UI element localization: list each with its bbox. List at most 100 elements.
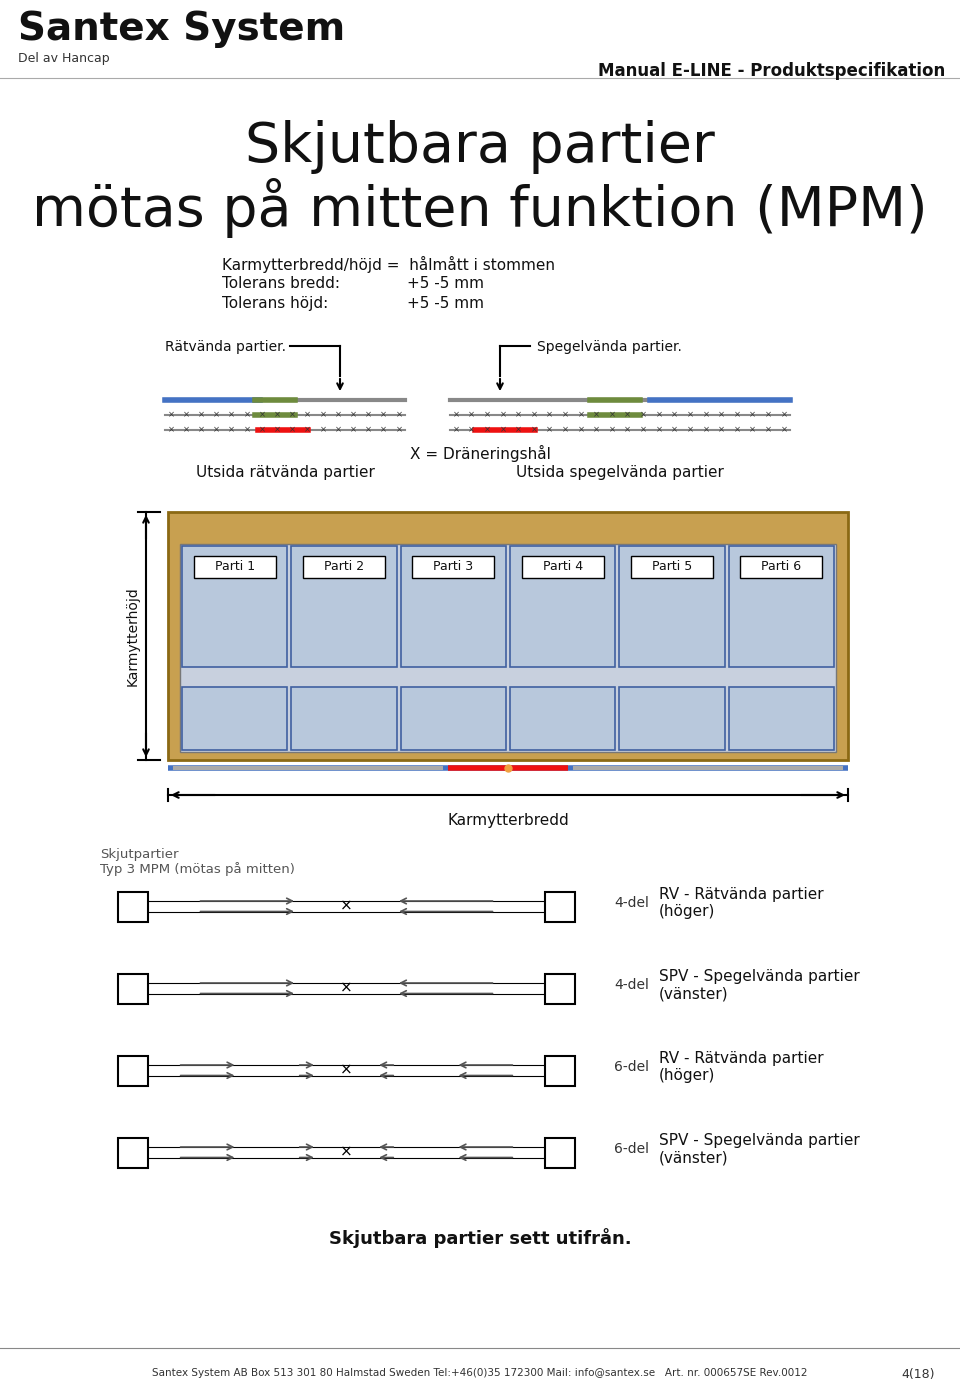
Text: ×: × bbox=[780, 425, 787, 435]
Bar bbox=[400, 687, 506, 750]
Text: Santex System AB Box 513 301 80 Halmstad Sweden Tel:+46(0)35 172300 Mail: info@s: Santex System AB Box 513 301 80 Halmstad… bbox=[153, 1368, 807, 1379]
Text: 4-del: 4-del bbox=[614, 896, 649, 910]
Text: ×: × bbox=[609, 425, 615, 435]
Text: Tolerans bredd:: Tolerans bredd: bbox=[222, 276, 340, 291]
Bar bbox=[740, 556, 823, 579]
Text: ×: × bbox=[167, 425, 175, 435]
Text: ×: × bbox=[733, 410, 741, 420]
Text: 6-del: 6-del bbox=[614, 1142, 649, 1156]
Bar bbox=[545, 892, 575, 921]
Text: Parti 4: Parti 4 bbox=[542, 560, 583, 573]
Text: ×: × bbox=[749, 410, 756, 420]
Text: ×: × bbox=[531, 410, 538, 420]
Text: ×: × bbox=[320, 410, 326, 420]
Text: ×: × bbox=[733, 425, 741, 435]
Text: ×: × bbox=[562, 425, 569, 435]
Text: ×: × bbox=[640, 425, 647, 435]
Text: Karmytterhöjd: Karmytterhöjd bbox=[126, 585, 140, 686]
Text: Typ 3 MPM (mötas på mitten): Typ 3 MPM (mötas på mitten) bbox=[100, 861, 295, 875]
Text: ×: × bbox=[365, 425, 372, 435]
Text: ×: × bbox=[452, 425, 460, 435]
Text: ×: × bbox=[289, 410, 296, 420]
Text: 4-del: 4-del bbox=[614, 979, 649, 993]
Text: Utsida rätvända partier: Utsida rätvända partier bbox=[196, 466, 374, 480]
Text: ×: × bbox=[624, 425, 632, 435]
Bar bbox=[291, 546, 396, 666]
Text: ×: × bbox=[396, 425, 402, 435]
Text: 4(18): 4(18) bbox=[901, 1368, 935, 1381]
Bar bbox=[619, 687, 725, 750]
Text: ×: × bbox=[546, 410, 553, 420]
Text: +5 -5 mm: +5 -5 mm bbox=[407, 296, 484, 311]
Bar bbox=[510, 546, 615, 666]
Text: ×: × bbox=[228, 425, 235, 435]
Text: ×: × bbox=[340, 899, 353, 914]
Text: ×: × bbox=[365, 410, 372, 420]
Text: X = Dräneringshål: X = Dräneringshål bbox=[410, 445, 550, 461]
Text: ×: × bbox=[396, 410, 402, 420]
Text: ×: × bbox=[515, 410, 522, 420]
Text: ×: × bbox=[244, 410, 251, 420]
Bar bbox=[168, 512, 848, 760]
Bar bbox=[400, 546, 506, 666]
Text: ×: × bbox=[703, 425, 709, 435]
Text: ×: × bbox=[274, 410, 281, 420]
Text: Skjutbara partier sett utifrån.: Skjutbara partier sett utifrån. bbox=[328, 1228, 632, 1248]
Text: ×: × bbox=[349, 410, 357, 420]
Text: ×: × bbox=[546, 425, 553, 435]
Text: ×: × bbox=[335, 410, 342, 420]
Text: Karmytterbredd: Karmytterbredd bbox=[447, 813, 569, 828]
Bar bbox=[303, 556, 385, 579]
Text: ×: × bbox=[213, 425, 220, 435]
Text: Tolerans höjd:: Tolerans höjd: bbox=[222, 296, 328, 311]
Text: ×: × bbox=[686, 410, 694, 420]
Text: ×: × bbox=[182, 410, 190, 420]
Bar bbox=[521, 556, 604, 579]
Text: ×: × bbox=[593, 410, 600, 420]
Text: ×: × bbox=[578, 410, 585, 420]
Text: ×: × bbox=[780, 410, 787, 420]
Text: Del av Hancap: Del av Hancap bbox=[18, 52, 109, 66]
Text: ×: × bbox=[304, 410, 311, 420]
Text: Santex System: Santex System bbox=[18, 10, 346, 47]
Text: ×: × bbox=[656, 410, 662, 420]
Bar bbox=[118, 892, 148, 921]
Bar bbox=[545, 974, 575, 1004]
Text: ×: × bbox=[198, 425, 204, 435]
Text: ×: × bbox=[484, 425, 491, 435]
Text: ×: × bbox=[349, 425, 357, 435]
Text: mötas på mitten funktion (MPM): mötas på mitten funktion (MPM) bbox=[33, 178, 927, 238]
Text: Manual E-LINE - Produktspecifikation: Manual E-LINE - Produktspecifikation bbox=[598, 61, 945, 79]
Bar bbox=[729, 546, 834, 666]
Bar bbox=[182, 687, 287, 750]
Bar bbox=[545, 1057, 575, 1086]
Bar bbox=[182, 546, 287, 666]
Text: Spegelvända partier.: Spegelvända partier. bbox=[537, 340, 682, 354]
Text: ×: × bbox=[499, 410, 506, 420]
Text: ×: × bbox=[578, 425, 585, 435]
Text: ×: × bbox=[304, 425, 311, 435]
Text: ×: × bbox=[289, 425, 296, 435]
Text: ×: × bbox=[228, 410, 235, 420]
Text: Parti 5: Parti 5 bbox=[652, 560, 692, 573]
Text: ×: × bbox=[340, 981, 353, 995]
Bar bbox=[510, 687, 615, 750]
Text: ×: × bbox=[274, 425, 281, 435]
Text: ×: × bbox=[340, 1062, 353, 1078]
Text: Skjutpartier: Skjutpartier bbox=[100, 848, 179, 861]
Text: ×: × bbox=[671, 410, 678, 420]
Text: ×: × bbox=[703, 410, 709, 420]
Text: +5 -5 mm: +5 -5 mm bbox=[407, 276, 484, 291]
Text: ×: × bbox=[340, 1144, 353, 1160]
Bar bbox=[413, 556, 494, 579]
Text: Karmytterbredd/höjd =  hålmått i stommen: Karmytterbredd/höjd = hålmått i stommen bbox=[222, 256, 555, 273]
Bar bbox=[118, 1138, 148, 1168]
Text: ×: × bbox=[380, 410, 387, 420]
Text: ×: × bbox=[531, 425, 538, 435]
Text: Skjutbara partier: Skjutbara partier bbox=[245, 120, 715, 174]
Text: ×: × bbox=[671, 425, 678, 435]
Text: ×: × bbox=[718, 410, 725, 420]
Text: RV - Rätvända partier
(höger): RV - Rätvända partier (höger) bbox=[659, 1051, 824, 1083]
Text: ×: × bbox=[499, 425, 506, 435]
Text: ×: × bbox=[320, 425, 326, 435]
